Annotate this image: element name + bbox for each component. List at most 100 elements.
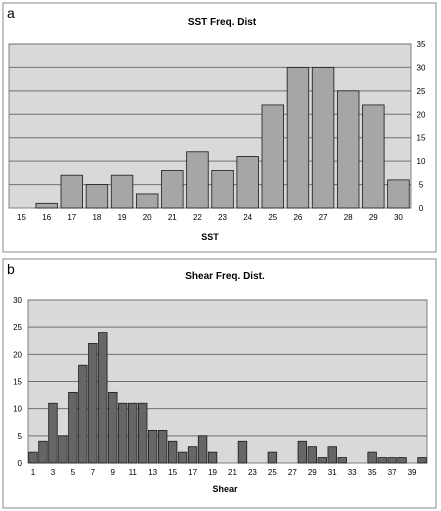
bar (58, 435, 68, 464)
bar (327, 446, 337, 464)
chart-title: Shear Freq. Dist. (185, 271, 265, 282)
panel-label: a (7, 5, 15, 21)
bar (286, 67, 310, 209)
x-tick-label: 31 (328, 468, 337, 477)
bar (387, 179, 410, 209)
bar (307, 446, 317, 464)
bar (236, 156, 259, 209)
y-tick-label: 35 (417, 40, 426, 49)
x-tick-label: 20 (143, 213, 152, 222)
y-tick-label: 30 (417, 63, 426, 72)
bar (267, 451, 278, 464)
bar (85, 184, 109, 209)
y-tick-labels: 0 5 10 15 20 25 30 (13, 296, 22, 468)
x-tick-label: 11 (129, 468, 138, 477)
bar (311, 67, 335, 209)
x-axis-label: Shear (212, 484, 238, 494)
bar (135, 193, 159, 209)
x-tick-label: 29 (308, 468, 317, 477)
x-tick-label: 30 (394, 213, 403, 222)
bar (337, 457, 347, 464)
x-tick-label: 35 (368, 468, 377, 477)
y-tick-label: 15 (417, 134, 426, 143)
bar (147, 429, 158, 464)
x-tick-label: 39 (408, 468, 417, 477)
y-tick-label: 25 (13, 323, 22, 332)
x-tick-label: 17 (188, 468, 197, 477)
y-tick-label: 10 (13, 405, 22, 414)
bar (108, 391, 118, 464)
x-tick-label: 27 (288, 468, 297, 477)
bar (128, 402, 138, 464)
x-tick-label: 33 (348, 468, 357, 477)
x-tick-label: 25 (268, 468, 277, 477)
x-tick-label: 21 (168, 213, 177, 222)
bar (167, 440, 178, 464)
panel-label: b (7, 261, 15, 277)
sst-chart: a SST Freq. Dist SST 0 5 10 15 20 25 30 35 15 16… (2, 2, 437, 253)
x-tick-label: 25 (268, 213, 277, 222)
bar (367, 451, 377, 464)
bar (118, 402, 128, 464)
y-tick-label: 5 (18, 432, 23, 441)
bar (317, 457, 327, 464)
bar (186, 151, 209, 209)
bar (177, 451, 188, 464)
bar (211, 170, 234, 209)
bar (110, 174, 134, 209)
x-tick-label: 7 (91, 468, 96, 477)
bar (35, 202, 58, 209)
bar (161, 170, 184, 209)
y-tick-label: 10 (417, 157, 426, 166)
x-tick-label: 15 (168, 468, 177, 477)
x-tick-label: 5 (71, 468, 76, 477)
bar (397, 457, 407, 464)
y-tick-label: 5 (419, 181, 424, 190)
y-tick-label: 30 (13, 296, 22, 305)
bar (362, 104, 385, 209)
x-tick-label: 17 (67, 213, 76, 222)
x-tick-label: 18 (92, 213, 101, 222)
x-tick-label: 23 (248, 468, 257, 477)
x-tick-label: 9 (111, 468, 116, 477)
x-tick-label: 24 (243, 213, 252, 222)
bars (35, 67, 410, 209)
bar (78, 364, 88, 464)
x-tick-label: 23 (218, 213, 227, 222)
y-tick-label: 0 (419, 204, 424, 213)
shear-chart-panel: b Shear Freq. Dist. Shear 0 5 10 15 20 25 30 1… (0, 256, 441, 511)
x-tick-label: 22 (193, 213, 202, 222)
chart-title: SST Freq. Dist (188, 17, 257, 28)
bar (336, 90, 360, 209)
bar (38, 440, 48, 464)
bar (98, 332, 108, 464)
x-tick-label: 19 (118, 213, 127, 222)
bar (237, 440, 248, 464)
sst-chart-panel: a SST Freq. Dist SST 0 5 10 15 20 25 30 35 15 16… (0, 0, 441, 255)
x-tick-label: 16 (42, 213, 51, 222)
bar (377, 457, 387, 464)
bar (261, 104, 285, 209)
bar (207, 451, 218, 464)
x-tick-label: 13 (148, 468, 157, 477)
bar (88, 343, 98, 464)
bar (197, 435, 208, 464)
y-tick-label: 15 (13, 378, 22, 387)
x-axis-label: SST (201, 232, 219, 242)
x-tick-label: 29 (369, 213, 378, 222)
bar (297, 440, 308, 464)
bar (48, 402, 58, 464)
y-tick-label: 0 (18, 459, 23, 468)
bar (68, 391, 78, 464)
x-tick-label: 1 (31, 468, 36, 477)
x-tick-label: 19 (208, 468, 217, 477)
y-tick-label: 20 (417, 110, 426, 119)
y-tick-label: 20 (13, 350, 22, 359)
x-tick-label: 21 (228, 468, 237, 477)
x-tick-label: 3 (51, 468, 56, 477)
y-tick-label: 25 (417, 87, 426, 96)
bar (138, 402, 148, 464)
bar (60, 174, 84, 209)
x-tick-label: 15 (17, 213, 26, 222)
x-tick-label: 28 (344, 213, 353, 222)
